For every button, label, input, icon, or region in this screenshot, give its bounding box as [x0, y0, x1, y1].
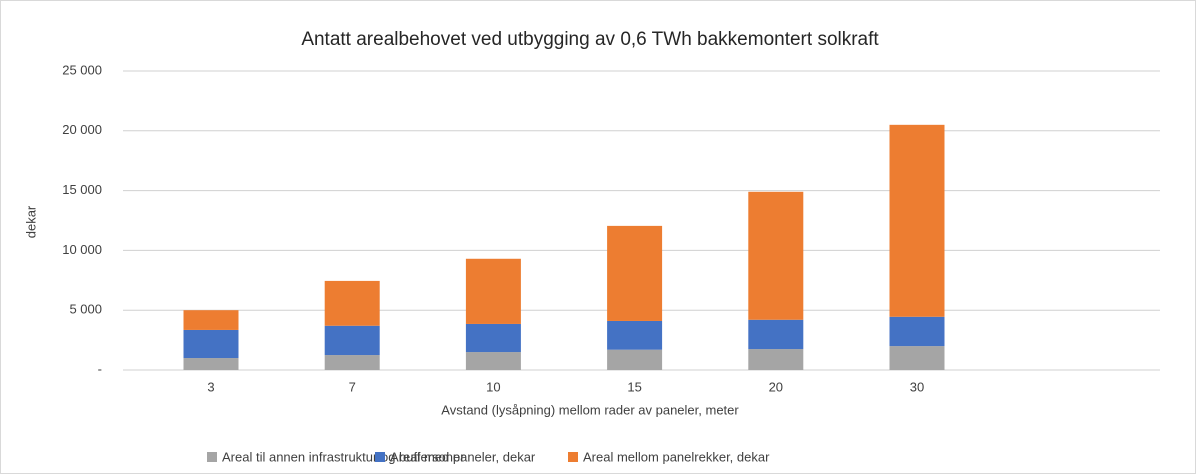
bar-segment — [183, 358, 239, 370]
chart-title: Antatt arealbehovet ved utbygging av 0,6… — [301, 29, 879, 50]
bar-segment — [324, 325, 380, 356]
bar-segment — [183, 329, 239, 359]
legend-swatch — [375, 452, 385, 462]
bar-segment — [889, 316, 945, 347]
y-tick-label: 25 000 — [62, 62, 102, 77]
x-tick-label: 20 — [769, 379, 783, 394]
y-axis-title: dekar — [23, 205, 38, 238]
bar-segment — [465, 258, 521, 324]
bar-segment — [607, 349, 663, 370]
bar-segment — [748, 191, 804, 320]
x-tick-label: 10 — [486, 379, 500, 394]
bar-segment — [889, 346, 945, 370]
y-tick-label: - — [98, 361, 102, 376]
bar-segment — [607, 225, 663, 321]
legend-label: Areal med paneler, dekar — [390, 449, 536, 464]
bar-segment — [889, 124, 945, 317]
y-tick-label: 5 000 — [69, 302, 102, 317]
bar-segment — [324, 355, 380, 370]
y-tick-label: 20 000 — [62, 122, 102, 137]
x-tick-label: 7 — [349, 379, 356, 394]
y-tick-label: 15 000 — [62, 182, 102, 197]
x-axis-title: Avstand (lysåpning) mellom rader av pane… — [441, 402, 739, 417]
x-tick-label: 15 — [627, 379, 641, 394]
bar-segment — [465, 352, 521, 370]
x-tick-label: 30 — [910, 379, 924, 394]
legend-swatch — [568, 452, 578, 462]
legend-swatch — [207, 452, 217, 462]
bar-segment — [748, 319, 804, 350]
legend-label: Areal mellom panelrekker, dekar — [583, 449, 770, 464]
x-tick-label: 3 — [207, 379, 214, 394]
legend-label: Areal til annen infrastruktur og buffers… — [222, 449, 465, 464]
bar-segment — [748, 349, 804, 370]
bar-segment — [324, 280, 380, 326]
bar-segment — [183, 310, 239, 330]
bar-segment — [465, 323, 521, 353]
bar-segment — [607, 320, 663, 350]
y-tick-label: 10 000 — [62, 242, 102, 257]
